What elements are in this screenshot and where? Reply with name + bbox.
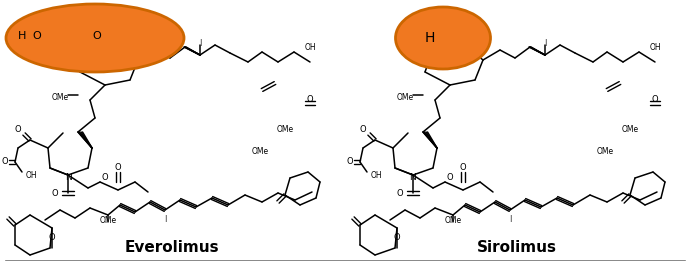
Text: O: O (394, 234, 400, 243)
Ellipse shape (6, 4, 184, 72)
Text: O: O (397, 189, 404, 197)
Text: H: H (425, 31, 435, 45)
Text: |: | (509, 214, 511, 222)
Text: O: O (101, 173, 108, 182)
Text: O: O (359, 126, 366, 135)
Text: OH: OH (304, 44, 316, 52)
Text: OMe: OMe (277, 126, 293, 135)
Text: O: O (52, 189, 59, 197)
Text: |: | (199, 39, 201, 45)
Text: O: O (1, 157, 8, 167)
Text: OMe: OMe (52, 93, 69, 102)
Text: O: O (92, 31, 101, 41)
Text: OMe: OMe (596, 148, 613, 156)
Text: |: | (544, 39, 546, 45)
Text: H: H (18, 31, 26, 41)
Text: O: O (306, 95, 313, 105)
Text: O: O (460, 164, 466, 172)
Text: OMe: OMe (251, 148, 268, 156)
Text: OMe: OMe (397, 93, 414, 102)
Text: O: O (346, 157, 353, 167)
Text: OH: OH (371, 171, 383, 180)
Text: N: N (410, 173, 416, 182)
Text: |: | (164, 214, 166, 222)
Text: Everolimus: Everolimus (125, 240, 219, 256)
Text: O: O (32, 31, 41, 41)
Text: OMe: OMe (99, 216, 117, 225)
Text: O: O (14, 126, 21, 135)
Ellipse shape (395, 7, 491, 69)
Text: Sirolimus: Sirolimus (477, 240, 557, 256)
Text: OMe: OMe (444, 216, 462, 225)
Text: N: N (65, 173, 71, 182)
Text: O: O (115, 164, 121, 172)
Text: O: O (446, 173, 453, 182)
Text: OH: OH (26, 171, 38, 180)
Text: OH: OH (649, 44, 661, 52)
Text: O: O (49, 234, 55, 243)
Text: OMe: OMe (622, 126, 638, 135)
Text: O: O (651, 95, 658, 105)
